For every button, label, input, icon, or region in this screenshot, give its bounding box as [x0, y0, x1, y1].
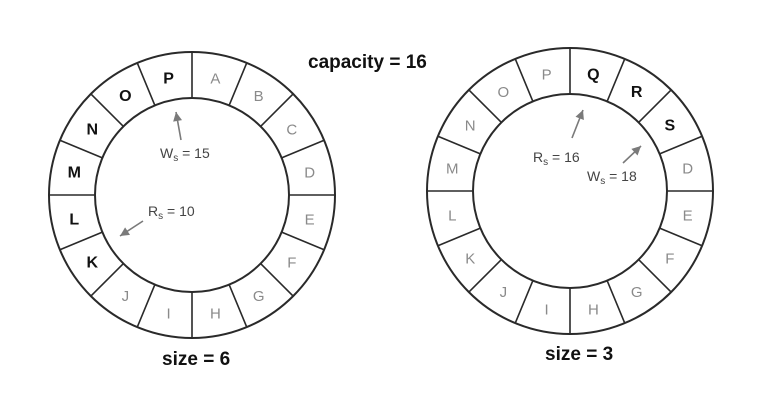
slot-label-q: Q — [587, 66, 599, 83]
pointers-left: Ws = 15 Rs = 10 — [119, 111, 210, 237]
slot-divider — [228, 284, 248, 328]
slot-divider — [514, 58, 534, 102]
slot-divider — [260, 263, 294, 297]
slot-label-h: H — [588, 302, 599, 319]
slot-label-g: G — [253, 288, 265, 305]
slot-divider — [228, 62, 248, 106]
slot-label-o: O — [497, 84, 509, 101]
slot-divider — [59, 139, 103, 159]
write-pointer: Ws = 15 — [160, 111, 210, 164]
ring-buffer-left: A B C D E F G H I J K L M N O P — [48, 51, 336, 339]
slot-divider — [638, 89, 672, 123]
slot-label-j: J — [500, 284, 508, 301]
slot-label-h: H — [210, 306, 221, 323]
slot-label-m: M — [446, 161, 459, 178]
slot-divider — [514, 280, 534, 324]
slot-divider — [659, 135, 703, 155]
slot-divider — [606, 58, 626, 102]
slot-divider — [260, 93, 294, 127]
slot-label-b: B — [254, 88, 264, 105]
ring-inner — [472, 93, 668, 289]
size-label-left: size = 6 — [162, 349, 231, 370]
slot-label-e: E — [305, 211, 315, 228]
write-pointer-label: Ws = 18 — [587, 168, 637, 187]
slot-divider — [59, 231, 103, 251]
write-pointer-arrowhead — [631, 146, 641, 156]
slot-divider — [437, 135, 481, 155]
read-pointer: Rs = 16 — [533, 109, 584, 168]
slot-label-p: P — [542, 66, 552, 83]
read-pointer-arrowhead — [575, 110, 584, 121]
slot-divider — [638, 259, 672, 293]
read-pointer-label: Rs = 10 — [148, 203, 195, 222]
pointers-right: Rs = 16 Ws = 18 — [533, 109, 642, 187]
slot-label-s: S — [664, 117, 675, 134]
slot-label-e: E — [683, 207, 693, 224]
write-pointer: Ws = 18 — [587, 145, 642, 187]
slot-label-k: K — [86, 255, 98, 272]
write-pointer-label: Ws = 15 — [160, 145, 210, 164]
slot-label-d: D — [304, 165, 315, 182]
slot-label-k: K — [465, 251, 475, 268]
slot-divider — [437, 227, 481, 247]
slot-label-i: I — [167, 306, 171, 323]
slot-label-l: L — [448, 207, 456, 224]
slot-label-n: N — [86, 121, 98, 138]
write-pointer-arrowhead — [173, 112, 183, 122]
slot-label-m: M — [68, 165, 81, 182]
ring-buffer-right: Q R S D E F G H I J K L M N O P — [426, 47, 714, 335]
slot-label-g: G — [631, 284, 643, 301]
slot-label-n: N — [465, 117, 476, 134]
read-pointer-arrowhead — [120, 227, 130, 236]
slot-divider — [606, 280, 626, 324]
slot-label-o: O — [119, 88, 131, 105]
slot-label-i: I — [545, 302, 549, 319]
read-pointer-label: Rs = 16 — [533, 149, 580, 168]
slot-label-d: D — [682, 161, 693, 178]
read-pointer: Rs = 10 — [119, 203, 195, 237]
slot-label-p: P — [163, 70, 174, 87]
slot-label-f: F — [287, 255, 296, 272]
slot-divider — [90, 93, 124, 127]
slot-label-j: J — [122, 288, 130, 305]
slot-divider — [468, 89, 502, 123]
slot-divider — [90, 263, 124, 297]
slot-label-c: C — [286, 121, 297, 138]
slot-label-r: R — [631, 84, 643, 101]
capacity-label: capacity = 16 — [308, 52, 427, 73]
slot-divider — [468, 259, 502, 293]
ring-inner — [94, 97, 290, 293]
slot-divider — [136, 62, 156, 106]
slot-divider — [659, 227, 703, 247]
slot-divider — [281, 231, 325, 251]
slot-label-f: F — [665, 251, 674, 268]
slot-divider — [136, 284, 156, 328]
size-label-right: size = 3 — [545, 344, 614, 365]
slot-label-l: L — [69, 211, 79, 228]
slot-label-a: A — [210, 70, 220, 87]
slot-divider — [281, 139, 325, 159]
